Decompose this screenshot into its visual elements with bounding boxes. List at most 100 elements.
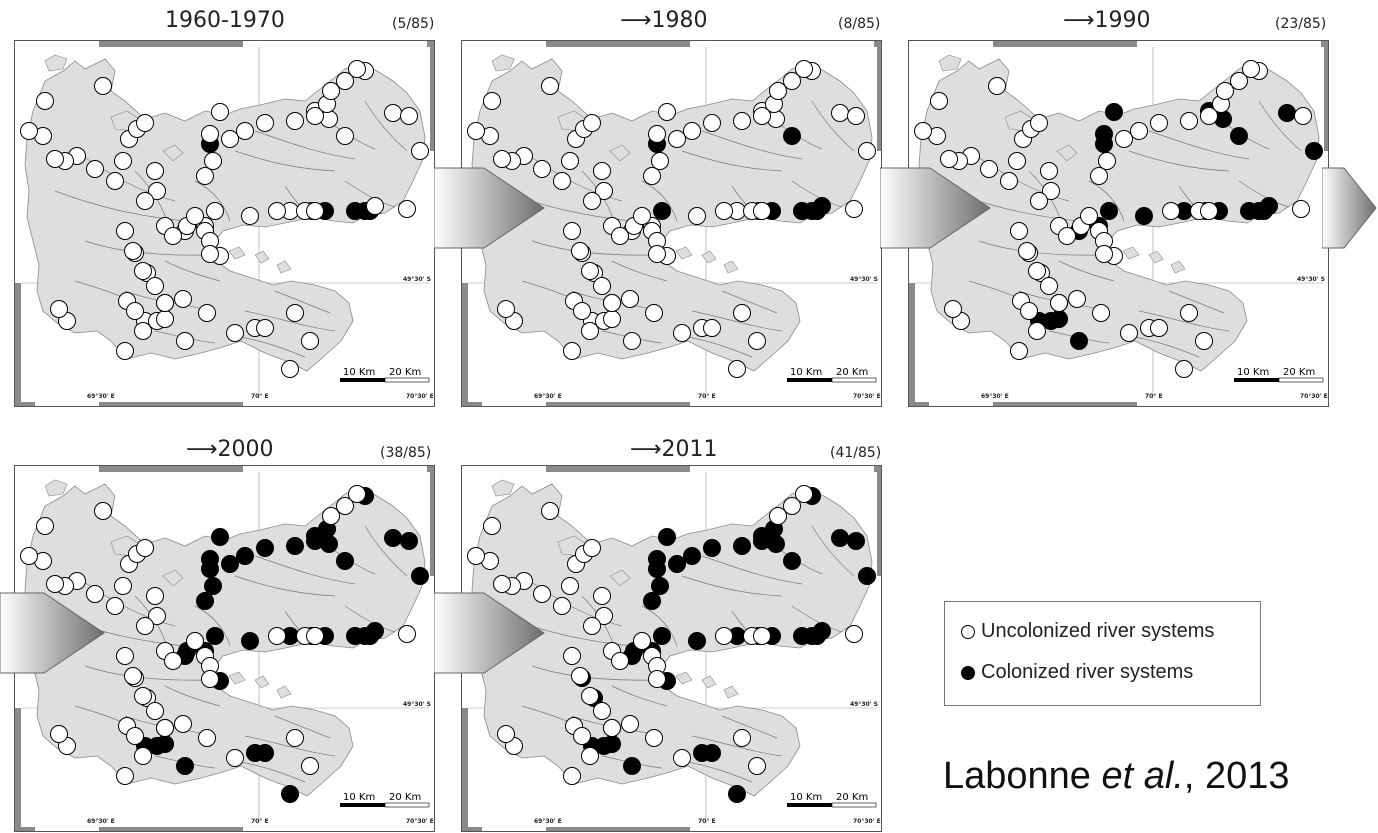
uncolonized-site-marker	[322, 507, 340, 525]
river-line	[1148, 130, 1250, 160]
scale-bar: 10 Km 20 Km	[340, 792, 430, 808]
panel-title: ⟶1990	[1063, 8, 1151, 33]
uncolonized-site-marker	[1098, 152, 1116, 170]
colonized-site-marker	[813, 622, 831, 640]
uncolonized-site-marker	[533, 160, 551, 178]
colonized-site-marker	[366, 622, 384, 640]
svg-text:20 Km: 20 Km	[389, 367, 421, 378]
uncolonized-site-marker	[46, 150, 64, 168]
uncolonized-site-marker	[1042, 182, 1060, 200]
uncolonized-site-marker	[753, 202, 771, 220]
uncolonized-site-marker	[411, 142, 429, 160]
river-line	[701, 130, 803, 160]
uncolonized-site-marker	[715, 627, 733, 645]
uncolonized-site-marker	[623, 332, 641, 350]
river-line	[274, 290, 331, 314]
longitude-label: 70°30' E	[406, 818, 434, 825]
latitude-label: 49°30' S	[403, 701, 431, 708]
river-line	[611, 260, 668, 282]
colonized-site-marker	[196, 592, 214, 610]
colonized-site-marker	[256, 539, 274, 557]
uncolonized-site-marker	[845, 200, 863, 218]
uncolonized-site-marker	[306, 202, 324, 220]
uncolonized-site-marker	[156, 294, 174, 312]
uncolonized-site-marker	[136, 539, 154, 557]
river-line	[611, 685, 668, 707]
svg-text:20 Km: 20 Km	[836, 367, 868, 378]
river-line	[691, 735, 783, 757]
legend-label: Uncolonized river systems	[981, 620, 1215, 642]
uncolonized-site-marker	[306, 627, 324, 645]
map-frame: 49°30' S 69°30' E 70° E 70°30' E 10 Km 20 Km	[908, 40, 1329, 407]
uncolonized-site-marker	[336, 497, 354, 515]
colonized-site-marker	[653, 627, 671, 645]
uncolonized-site-marker	[1180, 304, 1198, 322]
uncolonized-site-marker	[1028, 262, 1046, 280]
uncolonized-site-marker	[553, 172, 571, 190]
panel-title: ⟶1980	[620, 8, 708, 33]
colonized-site-marker	[256, 744, 274, 762]
river-line	[641, 605, 678, 647]
river-line	[1138, 310, 1230, 332]
uncolonized-site-marker	[136, 114, 154, 132]
kerguelen-map: 49°30' S 69°30' E 70° E 70°30' E 10 Km 20 Km	[15, 41, 434, 406]
uncolonized-site-marker	[301, 332, 319, 350]
colonized-site-marker	[281, 785, 299, 803]
river-line	[364, 525, 408, 577]
uncolonized-site-marker	[581, 322, 599, 340]
uncolonized-site-marker	[46, 575, 64, 593]
uncolonized-site-marker	[126, 302, 144, 320]
uncolonized-site-marker	[930, 92, 948, 110]
latitude-label: 49°30' S	[1297, 276, 1325, 283]
uncolonized-site-marker	[715, 202, 733, 220]
uncolonized-site-marker	[831, 104, 849, 122]
panel-count: (8/85)	[838, 16, 881, 32]
uncolonized-site-marker	[116, 767, 134, 785]
uncolonized-site-marker	[658, 103, 676, 121]
uncolonized-site-marker	[398, 625, 416, 643]
uncolonized-site-marker	[753, 107, 771, 125]
uncolonized-site-marker	[621, 715, 639, 733]
colonized-site-marker	[753, 532, 771, 550]
uncolonized-site-marker	[20, 547, 38, 565]
colonized-site-marker	[668, 555, 686, 573]
uncolonized-site-marker	[281, 360, 299, 378]
colonized-site-marker	[603, 735, 621, 753]
uncolonized-site-marker	[595, 607, 613, 625]
uncolonized-site-marker	[268, 202, 286, 220]
scale-bar: 10 Km 20 Km	[787, 367, 877, 383]
river-line	[254, 555, 356, 585]
uncolonized-site-marker	[134, 322, 152, 340]
colonized-site-marker	[201, 550, 219, 568]
uncolonized-site-marker	[648, 670, 666, 688]
river-line	[791, 180, 843, 208]
river-line	[164, 260, 221, 282]
colonized-site-marker	[286, 537, 304, 555]
panel-title: 1960-1970	[165, 8, 285, 33]
uncolonized-site-marker	[563, 342, 581, 360]
uncolonized-site-marker	[176, 332, 194, 350]
colonized-site-marker	[703, 539, 721, 557]
uncolonized-site-marker	[769, 82, 787, 100]
uncolonized-site-marker	[86, 160, 104, 178]
kerguelen-map: 49°30' S 69°30' E 70° E 70°30' E 10 Km 20 Km	[15, 466, 434, 831]
uncolonized-site-marker	[748, 332, 766, 350]
scale-bar: 10 Km 20 Km	[340, 367, 430, 383]
uncolonized-site-marker	[221, 130, 239, 148]
uncolonized-site-marker	[124, 667, 142, 685]
uncolonized-site-marker	[106, 172, 124, 190]
filled-circle-icon	[961, 665, 975, 680]
river-line	[1168, 290, 1225, 314]
longitude-label: 70° E	[698, 818, 716, 825]
uncolonized-site-marker	[196, 167, 214, 185]
uncolonized-site-marker	[603, 310, 621, 328]
colonized-site-marker	[306, 532, 324, 550]
uncolonized-site-marker	[106, 597, 124, 615]
uncolonized-site-marker	[583, 114, 601, 132]
uncolonized-site-marker	[204, 152, 222, 170]
uncolonized-site-marker	[1040, 277, 1058, 295]
uncolonized-site-marker	[116, 222, 134, 240]
uncolonized-site-marker	[483, 517, 501, 535]
river-line	[681, 335, 753, 358]
uncolonized-site-marker	[146, 277, 164, 295]
